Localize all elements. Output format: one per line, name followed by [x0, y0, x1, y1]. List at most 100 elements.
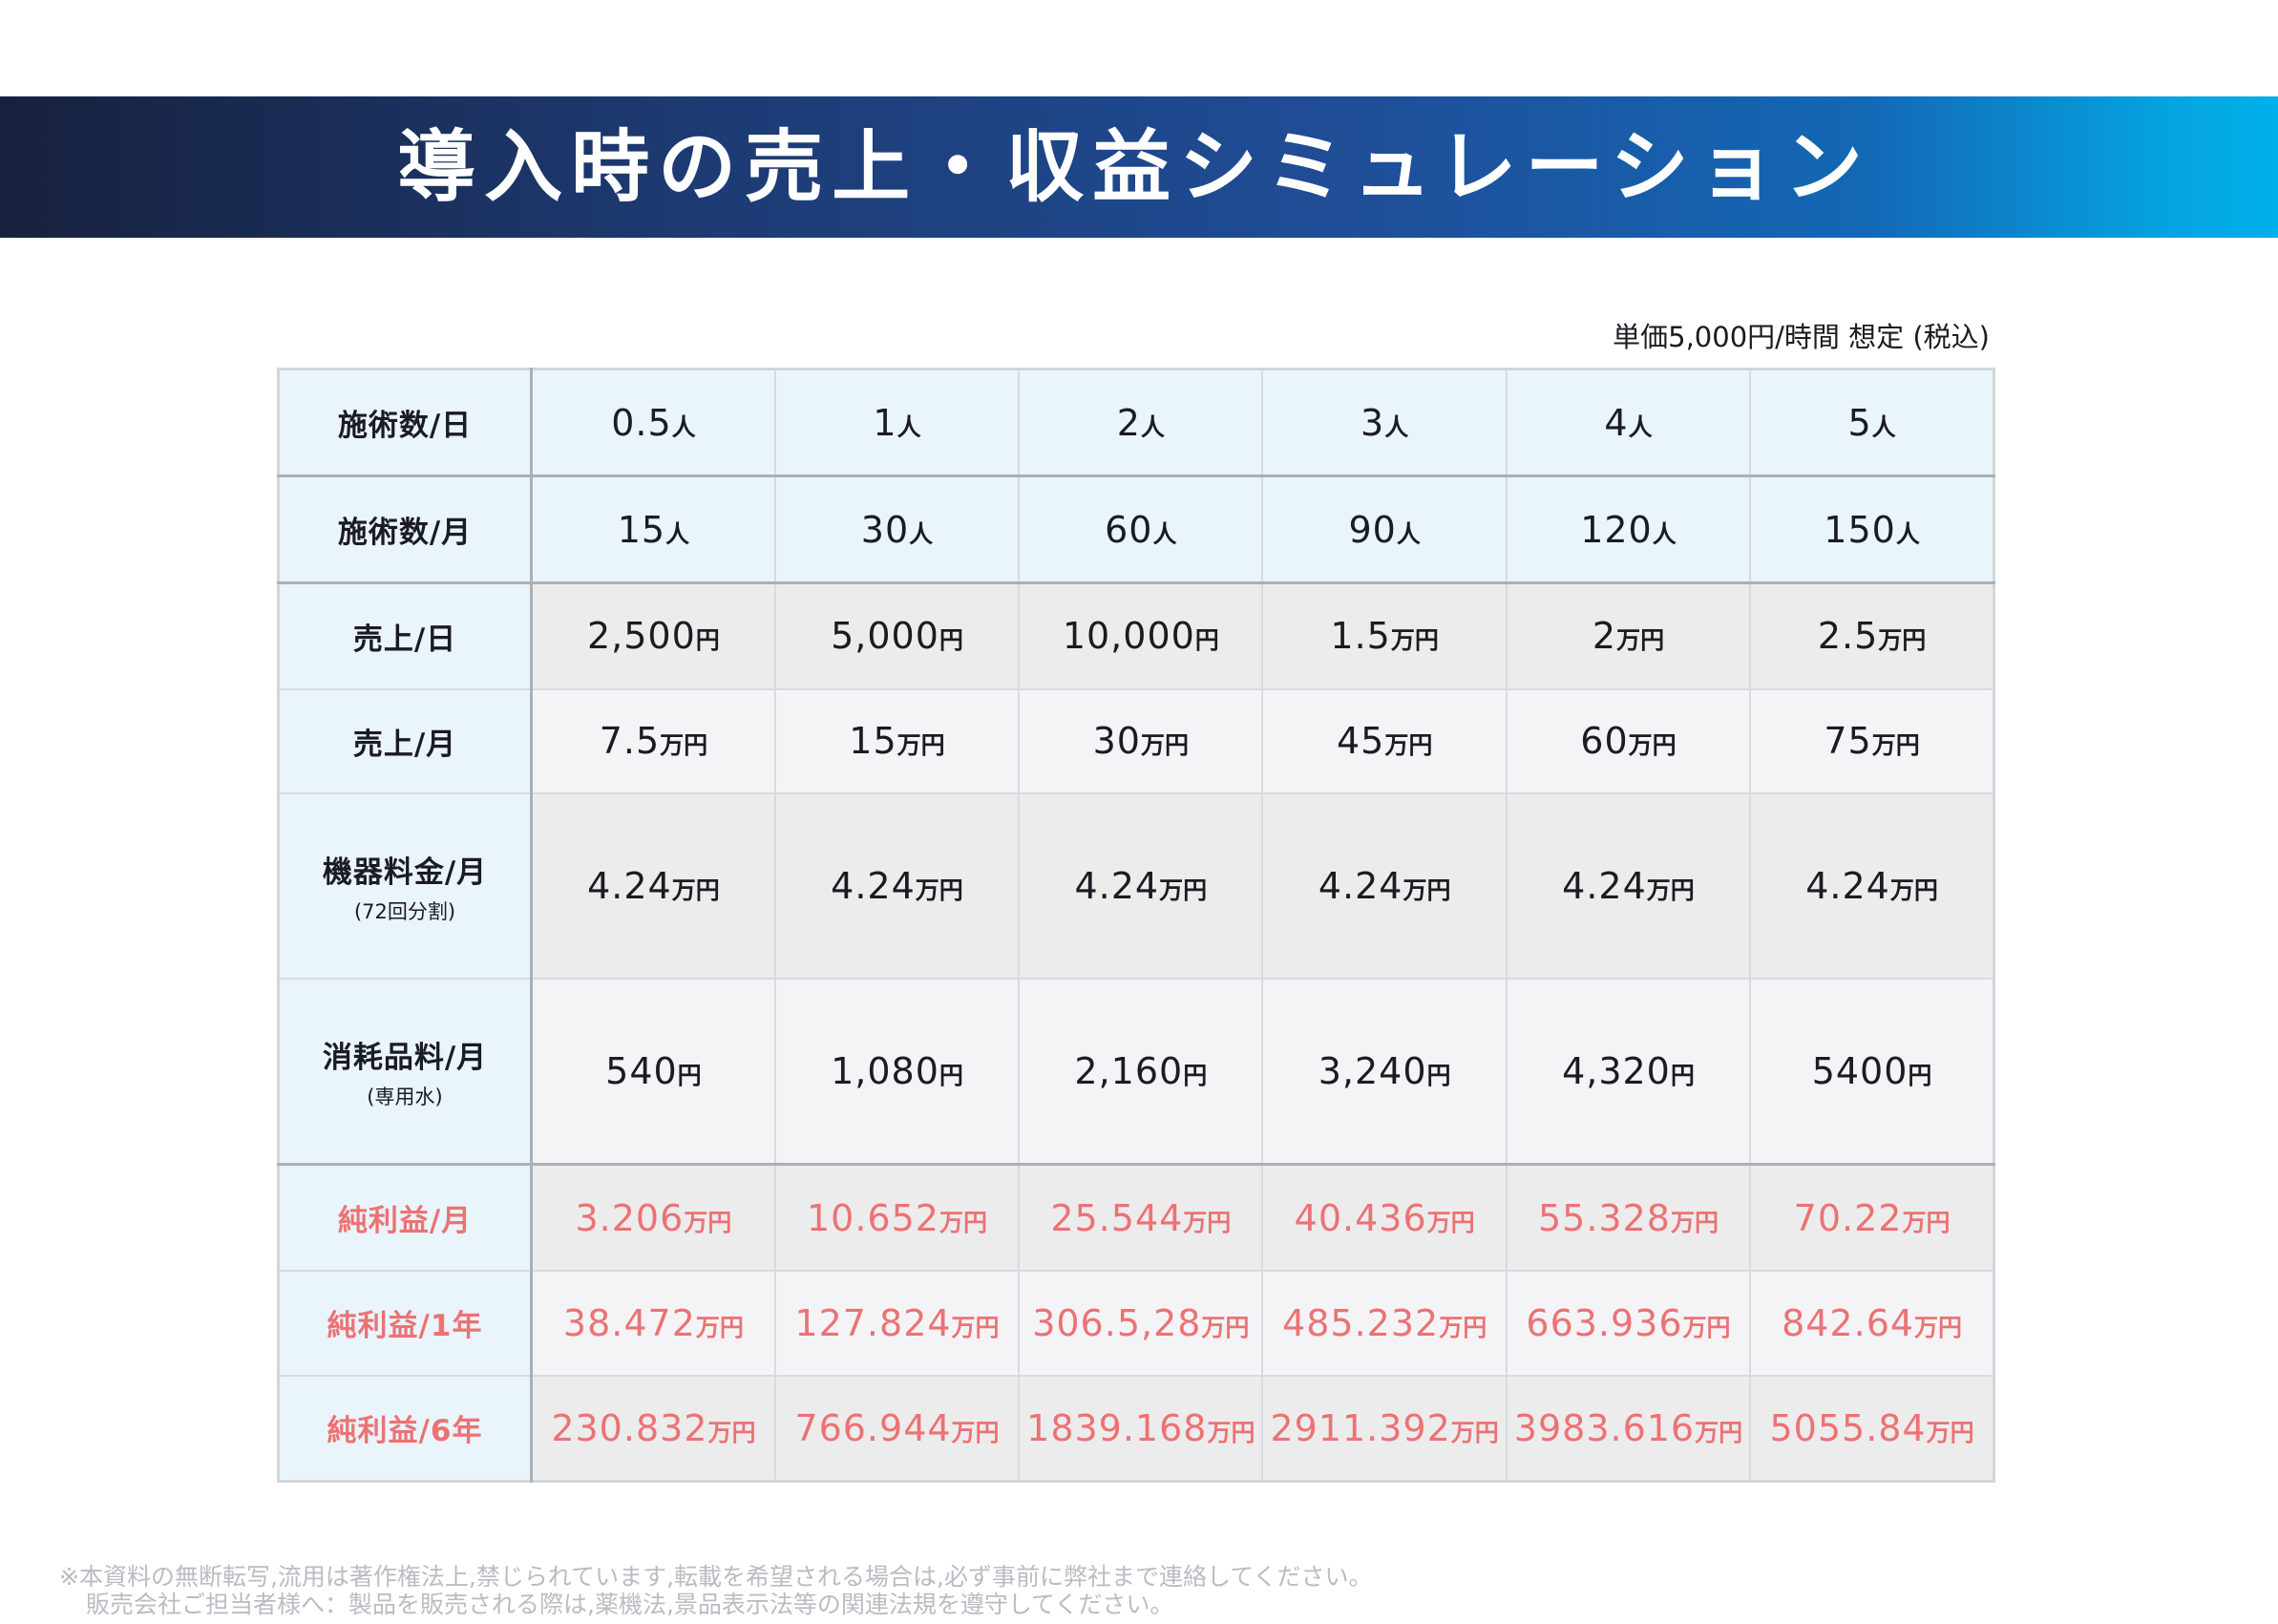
table-row: 純利益/1年 38.472万円 127.824万円 306.5,28万円 485.232… [277, 1269, 1995, 1377]
cell-value: 15 [617, 508, 666, 551]
cell-value: 0.5 [611, 401, 672, 444]
table-cell: 1839.168万円 [1018, 1374, 1264, 1483]
table-cell: 45万円 [1261, 687, 1508, 795]
cell-value: 230.832 [551, 1406, 708, 1449]
cell-unit: 万円 [1914, 1313, 1963, 1341]
cell-unit: 万円 [1889, 876, 1938, 905]
row-label: 純利益/6年 [277, 1374, 533, 1483]
row-label: 施術数/月 [277, 475, 533, 584]
table-cell: 30人 [773, 475, 1021, 584]
cell-value: 70.22 [1793, 1196, 1903, 1239]
table-cell: 4.24万円 [530, 792, 776, 980]
cell-value: 30 [1092, 720, 1141, 763]
cell-unit: 人 [909, 519, 934, 548]
cell-value: 15 [849, 720, 897, 763]
cell-unit: 万円 [951, 1313, 1000, 1341]
cell-unit: 万円 [707, 1418, 756, 1446]
table-cell: 150人 [1749, 475, 1995, 584]
cell-value: 1 [873, 401, 897, 444]
table-cell: 540円 [530, 978, 776, 1166]
cell-value: 1839.168 [1026, 1406, 1208, 1449]
table-cell: 2人 [1018, 368, 1264, 477]
row-label-text: 施術数/日 [337, 409, 473, 444]
unit-price-note: 単価5,000円/時間 想定 (税込) [1613, 321, 1990, 353]
footnote-line-2: 販売会社ご担当者様へ：製品を販売される際は,薬機法,景品表示法等の関連法規を遵守… [86, 1591, 1174, 1618]
cell-unit: 万円 [1201, 1313, 1250, 1341]
cell-value: 1,080 [831, 1050, 939, 1093]
table-cell: 485.232万円 [1261, 1269, 1508, 1377]
cell-unit: 円 [939, 1062, 963, 1090]
cell-value: 4.24 [1074, 865, 1160, 908]
row-label-text: 売上/日 [352, 622, 457, 657]
table-cell: 0.5人 [530, 368, 776, 477]
table-cell: 38.472万円 [530, 1269, 776, 1377]
cell-value: 5055.84 [1769, 1406, 1927, 1449]
table-cell: 55.328万円 [1505, 1163, 1752, 1272]
cell-value: 10,000 [1062, 615, 1195, 658]
table-cell: 4.24万円 [773, 792, 1021, 980]
cell-unit: 円 [1194, 626, 1219, 655]
row-label: 純利益/月 [277, 1163, 533, 1272]
footnote-line-1: ※本資料の無断転写,流用は著作権法上,禁じられています,転載を希望される場合は,… [59, 1563, 1373, 1591]
cell-unit: 人 [1396, 519, 1421, 548]
cell-value: 90 [1348, 508, 1397, 551]
title-banner: 導入時の売上・収益シミュレーション [0, 96, 2278, 238]
table-cell: 75万円 [1749, 687, 1995, 795]
row-label-note: (72回分割) [353, 899, 456, 923]
cell-unit: 円 [677, 1062, 702, 1090]
row-label: 売上/日 [277, 581, 533, 690]
cell-unit: 円 [1670, 1062, 1695, 1090]
cell-unit: 万円 [1183, 1208, 1232, 1236]
table-cell: 5,000円 [773, 581, 1021, 690]
cell-value: 55.328 [1537, 1196, 1671, 1239]
cell-unit: 万円 [671, 876, 720, 905]
cell-value: 4.24 [1318, 865, 1403, 908]
table-cell: 4.24万円 [1749, 792, 1995, 980]
row-label: 消耗品料/月 (専用水) [277, 978, 533, 1166]
row-label: 純利益/1年 [277, 1269, 533, 1377]
table-cell: 2911.392万円 [1261, 1374, 1508, 1483]
row-label-text: 消耗品料/月 [322, 1040, 488, 1075]
table-cell: 2,160円 [1018, 978, 1264, 1166]
cell-value: 3983.616 [1513, 1406, 1696, 1449]
table-cell: 25.544万円 [1018, 1163, 1264, 1272]
cell-unit: 万円 [1426, 1208, 1475, 1236]
row-label-text: 純利益/月 [337, 1204, 473, 1239]
table-cell: 3,240円 [1261, 978, 1508, 1166]
cell-unit: 人 [1628, 412, 1653, 441]
table-cell: 3.206万円 [530, 1163, 776, 1272]
table-cell: 842.64万円 [1749, 1269, 1995, 1377]
table-cell: 70.22万円 [1749, 1163, 1995, 1272]
cell-value: 1.5 [1330, 615, 1391, 658]
row-label-text: 売上/月 [352, 727, 457, 762]
cell-unit: 万円 [1670, 1208, 1719, 1236]
cell-value: 4,320 [1562, 1050, 1671, 1093]
cell-value: 4.24 [1562, 865, 1647, 908]
cell-value: 75 [1824, 720, 1872, 763]
table-cell: 3人 [1261, 368, 1508, 477]
cell-value: 3,240 [1318, 1050, 1427, 1093]
cell-value: 60 [1105, 508, 1153, 551]
cell-value: 60 [1580, 720, 1629, 763]
table-cell: 7.5万円 [530, 687, 776, 795]
cell-value: 2,500 [587, 615, 696, 658]
table-cell: 5400円 [1749, 978, 1995, 1166]
row-label-text: 純利益/6年 [327, 1414, 483, 1449]
table-cell: 4.24万円 [1018, 792, 1264, 980]
cell-unit: 円 [1426, 1062, 1451, 1090]
cell-unit: 万円 [1646, 876, 1695, 905]
cell-unit: 万円 [896, 731, 945, 760]
cell-unit: 万円 [1390, 626, 1439, 655]
table-cell: 2万円 [1505, 581, 1752, 690]
table-cell: 10.652万円 [773, 1163, 1021, 1272]
cell-unit: 万円 [1628, 731, 1677, 760]
copyright-footnote: ※本資料の無断転写,流用は著作権法上,禁じられています,転載を希望される場合は,… [59, 1563, 1373, 1618]
cell-value: 150 [1824, 508, 1896, 551]
cell-unit: 人 [1895, 519, 1920, 548]
table-cell: 15万円 [773, 687, 1021, 795]
cell-unit: 人 [1140, 412, 1165, 441]
cell-value: 120 [1580, 508, 1653, 551]
cell-unit: 円 [939, 626, 963, 655]
cell-unit: 万円 [684, 1208, 732, 1236]
cell-value: 766.944 [794, 1406, 952, 1449]
